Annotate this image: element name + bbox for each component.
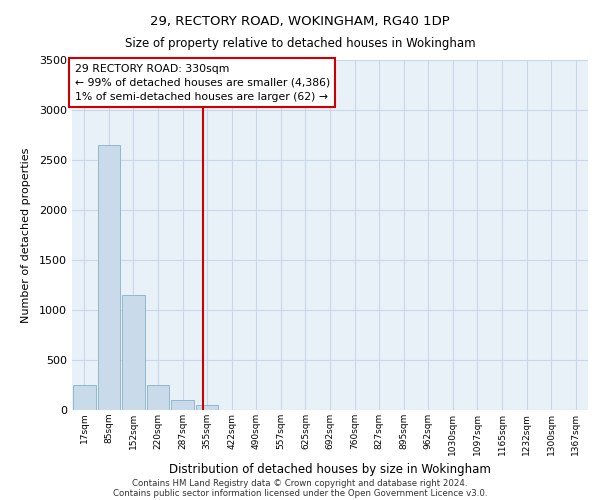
Text: 29, RECTORY ROAD, WOKINGHAM, RG40 1DP: 29, RECTORY ROAD, WOKINGHAM, RG40 1DP xyxy=(150,15,450,28)
Text: Size of property relative to detached houses in Wokingham: Size of property relative to detached ho… xyxy=(125,38,475,51)
Bar xyxy=(98,145,120,410)
Bar xyxy=(196,405,218,410)
Text: 29 RECTORY ROAD: 330sqm
← 99% of detached houses are smaller (4,386)
1% of semi-: 29 RECTORY ROAD: 330sqm ← 99% of detache… xyxy=(74,64,330,102)
Text: Contains public sector information licensed under the Open Government Licence v3: Contains public sector information licen… xyxy=(113,488,487,498)
Text: Contains HM Land Registry data © Crown copyright and database right 2024.: Contains HM Land Registry data © Crown c… xyxy=(132,478,468,488)
Bar xyxy=(146,384,169,410)
Bar xyxy=(73,385,95,410)
Y-axis label: Number of detached properties: Number of detached properties xyxy=(20,148,31,322)
Bar xyxy=(171,400,194,410)
X-axis label: Distribution of detached houses by size in Wokingham: Distribution of detached houses by size … xyxy=(169,463,491,476)
Bar xyxy=(122,295,145,410)
